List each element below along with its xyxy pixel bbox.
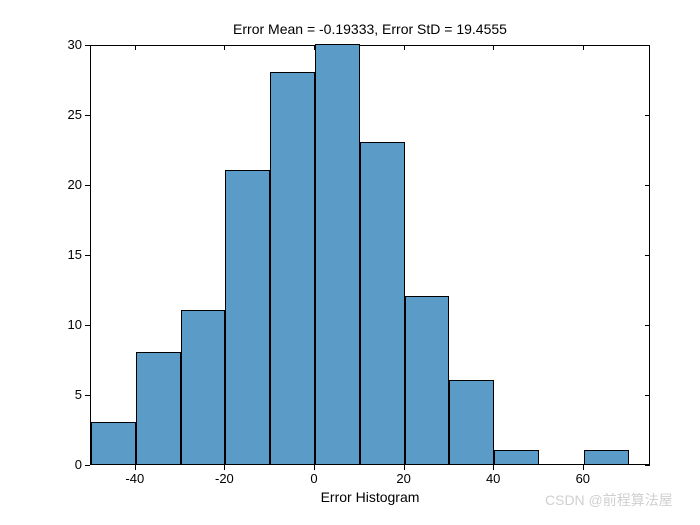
x-tick-label: 60 bbox=[568, 471, 598, 486]
x-tick-top bbox=[583, 45, 584, 50]
y-tick bbox=[85, 255, 90, 256]
histogram-bar bbox=[315, 44, 360, 464]
histogram-bar bbox=[225, 170, 270, 464]
y-tick-right bbox=[645, 185, 650, 186]
y-tick-right bbox=[645, 115, 650, 116]
x-tick-top bbox=[224, 45, 225, 50]
watermark-text: CSDN @前程算法屋 bbox=[545, 490, 673, 510]
chart-title: Error Mean = -0.19333, Error StD = 19.45… bbox=[90, 21, 650, 37]
x-tick-label: 40 bbox=[478, 471, 508, 486]
x-tick-label: 0 bbox=[299, 471, 329, 486]
x-tick bbox=[583, 465, 584, 470]
plot-area bbox=[90, 45, 650, 465]
x-tick-top bbox=[314, 45, 315, 50]
x-tick-top bbox=[493, 45, 494, 50]
y-tick bbox=[85, 465, 90, 466]
histogram-bar bbox=[405, 296, 450, 464]
y-tick bbox=[85, 395, 90, 396]
y-tick bbox=[85, 115, 90, 116]
y-tick bbox=[85, 45, 90, 46]
y-tick-label: 10 bbox=[68, 317, 82, 332]
y-tick-label: 20 bbox=[68, 177, 82, 192]
y-tick-label: 25 bbox=[68, 107, 82, 122]
x-tick-top bbox=[135, 45, 136, 50]
y-tick-right bbox=[645, 255, 650, 256]
x-tick-top bbox=[404, 45, 405, 50]
y-tick-label: 5 bbox=[75, 387, 82, 402]
histogram-bar bbox=[91, 422, 136, 464]
y-tick-right bbox=[645, 45, 650, 46]
histogram-bar bbox=[584, 450, 629, 464]
x-tick bbox=[404, 465, 405, 470]
histogram-bar bbox=[449, 380, 494, 464]
y-tick bbox=[85, 185, 90, 186]
x-tick bbox=[493, 465, 494, 470]
x-tick-label: 20 bbox=[389, 471, 419, 486]
histogram-bar bbox=[270, 72, 315, 464]
histogram-bar bbox=[360, 142, 405, 464]
histogram-bar bbox=[494, 450, 539, 464]
y-tick-right bbox=[645, 325, 650, 326]
y-tick bbox=[85, 325, 90, 326]
y-tick-label: 15 bbox=[68, 247, 82, 262]
x-tick bbox=[314, 465, 315, 470]
y-tick-right bbox=[645, 395, 650, 396]
histogram-bar bbox=[181, 310, 226, 464]
x-tick-label: -40 bbox=[120, 471, 150, 486]
x-tick bbox=[135, 465, 136, 470]
y-tick-right bbox=[645, 465, 650, 466]
y-tick-label: 0 bbox=[75, 457, 82, 472]
x-tick bbox=[224, 465, 225, 470]
chart-container: Error Mean = -0.19333, Error StD = 19.45… bbox=[0, 0, 700, 525]
x-tick-label: -20 bbox=[209, 471, 239, 486]
histogram-bar bbox=[136, 352, 181, 464]
y-tick-label: 30 bbox=[68, 37, 82, 52]
